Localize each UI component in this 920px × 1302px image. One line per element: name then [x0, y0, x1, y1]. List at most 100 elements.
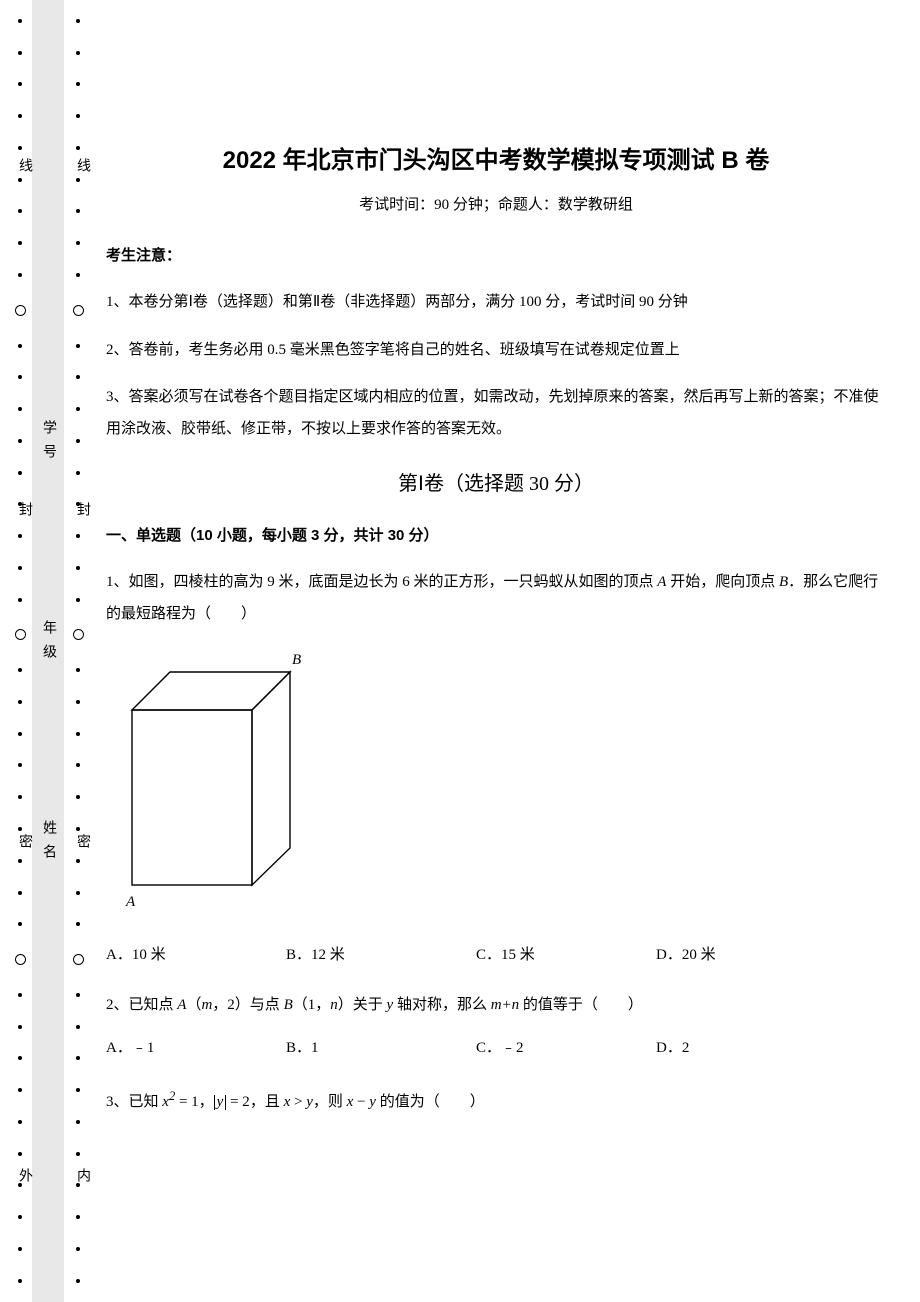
margin-dot	[18, 922, 22, 926]
q3-gt: >	[290, 1094, 306, 1110]
margin-dot	[18, 859, 22, 863]
q2-text: ）关于	[338, 997, 387, 1013]
margin-strip-label: 姓名	[38, 820, 58, 868]
margin-dot	[76, 344, 80, 348]
margin-dot	[18, 1025, 22, 1029]
q2-text: （	[186, 997, 201, 1013]
margin-dot	[76, 114, 80, 118]
margin-label-outer: 外	[14, 1168, 34, 1188]
margin-dot	[76, 51, 80, 55]
margin-dot	[76, 209, 80, 213]
q3-text: ，	[199, 1094, 214, 1110]
notice-heading: 考生注意：	[106, 244, 886, 265]
q2-m: m	[201, 997, 212, 1013]
margin-dot	[18, 273, 22, 277]
margin-dot	[18, 732, 22, 736]
margin-dot	[18, 407, 22, 411]
margin-dot	[76, 19, 80, 23]
q1-text: 1、如图，四棱柱的高为 9 米，底面是边长为 6 米的正方形，一只蚂蚁从如图的顶…	[106, 574, 657, 590]
margin-dot	[18, 1247, 22, 1251]
q1-option-d: D．20 米	[656, 943, 716, 964]
margin-dot	[76, 241, 80, 245]
q3-minus: −	[353, 1094, 369, 1110]
question-3: 3、已知 x2 = 1，y = 2，且 x > y，则 x − y 的值为（ ）	[106, 1083, 886, 1119]
section-heading: 第Ⅰ卷（选择题 30 分）	[106, 467, 886, 496]
margin-dot	[18, 566, 22, 570]
margin-dot	[18, 375, 22, 379]
margin-circle	[73, 629, 84, 640]
margin-dot	[18, 82, 22, 86]
q2-text: 的值等于（ ）	[519, 997, 643, 1013]
margin-dot	[76, 1279, 80, 1283]
margin-strip-label: 年级	[38, 620, 58, 668]
margin-dot	[76, 993, 80, 997]
margin-dot	[18, 534, 22, 538]
margin-dot	[18, 344, 22, 348]
q3-text: = 2	[226, 1094, 249, 1110]
q2-text: 轴对称，那么	[393, 997, 491, 1013]
margin-dot	[76, 1088, 80, 1092]
q2-n: n	[330, 997, 338, 1013]
margin-dot	[76, 146, 80, 150]
margin-dot	[76, 668, 80, 672]
notice-1: 1、本卷分第Ⅰ卷（选择题）和第Ⅱ卷（非选择题）两部分，满分 100 分，考试时间…	[106, 287, 886, 319]
page-content: 2022 年北京市门头沟区中考数学模拟专项测试 B 卷 考试时间：90 分钟；命…	[106, 0, 906, 1132]
margin-circle	[73, 305, 84, 316]
margin-dot	[76, 598, 80, 602]
q3-text: = 1	[175, 1094, 198, 1110]
q2-mpn: m+n	[491, 997, 519, 1013]
margin-circle	[15, 629, 26, 640]
exam-title: 2022 年北京市门头沟区中考数学模拟专项测试 B 卷	[106, 140, 886, 175]
exam-subtitle: 考试时间：90 分钟；命题人：数学教研组	[106, 193, 886, 214]
q2-option-a: A．﹣1	[106, 1036, 286, 1057]
q1-options: A．10 米 B．12 米 C．15 米 D．20 米	[106, 943, 886, 964]
margin-dot	[18, 700, 22, 704]
margin-dot	[18, 993, 22, 997]
dot-column-inner	[72, 0, 84, 1302]
margin-label-inner: 封	[72, 502, 92, 522]
margin-dot	[76, 566, 80, 570]
margin-dot	[76, 1025, 80, 1029]
margin-circle	[15, 305, 26, 316]
margin-dot	[18, 1215, 22, 1219]
q3-text: 的值为（ ）	[376, 1094, 485, 1110]
margin-dot	[18, 795, 22, 799]
dot-column-outer	[14, 0, 26, 1302]
label-b: B	[292, 652, 301, 668]
q1-figure: B A	[114, 650, 886, 915]
margin-label-outer: 密	[14, 834, 34, 854]
margin-dot	[18, 668, 22, 672]
margin-dot	[18, 241, 22, 245]
q3-y: y	[306, 1094, 313, 1110]
margin-dot	[18, 146, 22, 150]
margin-dot	[18, 763, 22, 767]
margin-dot	[18, 114, 22, 118]
q2-option-b: B．1	[286, 1036, 476, 1057]
margin-dot	[76, 922, 80, 926]
margin-circle	[15, 954, 26, 965]
margin-dot	[76, 439, 80, 443]
margin-dot	[76, 795, 80, 799]
q3-x: x2	[162, 1094, 175, 1110]
margin-label-inner: 密	[72, 834, 92, 854]
margin-dot	[76, 82, 80, 86]
q2-options: A．﹣1 B．1 C．﹣2 D．2	[106, 1036, 886, 1057]
margin-dot	[76, 375, 80, 379]
question-2: 2、已知点 A（m，2）与点 B（1，n）关于 y 轴对称，那么 m+n 的值等…	[106, 990, 886, 1022]
q2-option-c: C．﹣2	[476, 1036, 656, 1057]
margin-dot	[76, 1247, 80, 1251]
margin-dot	[18, 19, 22, 23]
margin-dot	[76, 891, 80, 895]
q1-text: 开始，爬向顶点	[666, 574, 779, 590]
binding-margin: 线封密外 线封密内 学号年级姓名	[0, 0, 95, 1302]
question-1: 1、如图，四棱柱的高为 9 米，底面是边长为 6 米的正方形，一只蚂蚁从如图的顶…	[106, 567, 886, 630]
margin-dot	[18, 471, 22, 475]
q1-option-c: C．15 米	[476, 943, 656, 964]
margin-dot	[76, 732, 80, 736]
margin-dot	[76, 1120, 80, 1124]
margin-label-outer: 封	[14, 502, 34, 522]
q2-text: 2、已知点	[106, 997, 177, 1013]
label-a: A	[125, 894, 136, 910]
q2-text: （1，	[293, 997, 331, 1013]
margin-strip-label: 学号	[38, 420, 58, 468]
